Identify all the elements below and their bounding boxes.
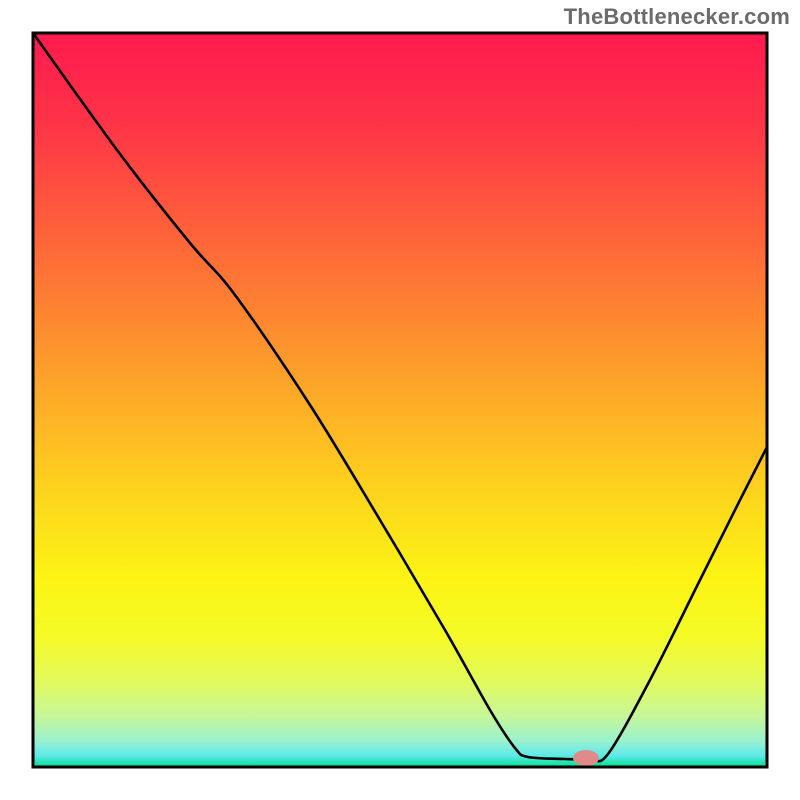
bottleneck-chart: TheBottlenecker.com	[0, 0, 800, 800]
chart-svg	[0, 0, 800, 800]
gradient-background	[33, 33, 767, 767]
watermark-text: TheBottlenecker.com	[564, 4, 790, 30]
optimal-marker	[573, 750, 599, 766]
